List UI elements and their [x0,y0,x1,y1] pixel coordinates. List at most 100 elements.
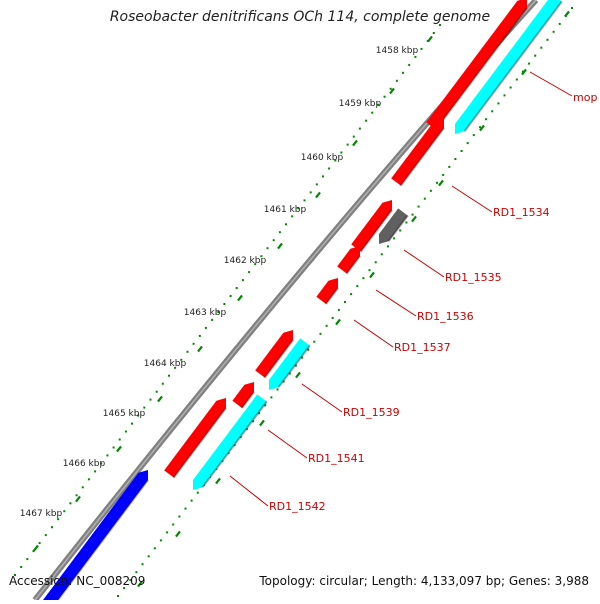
inner-tick-track-dot [117,595,119,597]
outer-tick-track-dot [211,318,214,321]
outer-tick-track-dot [44,534,47,537]
gene-rd1-1537-arrow-shade [325,287,339,305]
inner-tick-track-dot [245,428,248,431]
gene-rd1-1536-arrow [337,246,360,274]
leader-rd1-1536 [375,289,417,317]
outer-tick-track-dot [358,127,361,130]
gene-rd1-1535-arrow-shade [360,209,393,253]
gene-rd1-1537-arrow [316,278,338,304]
outer-tick-track-dot [131,422,133,425]
outer-tick-track-dot [161,382,164,385]
cds-rd1-1539-bar [269,338,310,390]
gene-reverse-blue-arrow-shade [53,479,149,604]
inner-major-tick [438,179,444,187]
inner-tick-track-dot [393,237,396,240]
gene-label-mop[interactable]: mop [573,91,597,104]
inner-major-tick [137,580,143,588]
inner-major-tick [175,530,181,538]
cds-rd1-1541-bar-shade [201,401,268,488]
outer-tick-track-dot [328,167,331,170]
gene-rd1-1541-arrow [164,398,226,478]
scale-label-1461: 1461 kbp [264,205,307,215]
outer-tick-track-dot [106,454,109,457]
outer-major-tick [389,87,395,95]
outer-tick-track-dot [346,143,349,146]
outer-tick-track-dot [402,71,404,74]
gene-label-rd1-1537[interactable]: RD1_1537 [394,341,451,354]
outer-major-tick [315,191,321,199]
inner-tick-track-dot [294,364,297,367]
gene-label-rd1-1536[interactable]: RD1_1536 [417,310,474,323]
gene-label-rd1-1535[interactable]: RD1_1535 [445,271,502,284]
outer-tick-track-dot [254,263,257,266]
inner-tick-track-dot [558,22,561,25]
inner-tick-track-dot [270,396,273,399]
outer-tick-track-dot [14,574,16,576]
scale-label-1462: 1462 kbp [224,256,267,266]
inner-tick-track-dot [491,110,494,113]
outer-tick-track-dot [278,231,281,234]
outer-tick-track-dot [334,159,337,162]
outer-tick-track-dot [248,271,251,274]
inner-major-tick [259,419,265,427]
outer-tick-track-dot [291,215,294,218]
inner-tick-track-dot [337,308,340,311]
outer-tick-track-dot [149,398,152,401]
map-title: Roseobacter denitrificans OCh 114, compl… [109,9,491,25]
scale-label-1464: 1464 kbp [144,359,187,369]
outer-tick-track-dot [57,518,60,521]
gene-label-rd1-1542[interactable]: RD1_1542 [269,500,326,513]
outer-tick-track-dot [87,478,90,481]
tick-marks [14,7,573,597]
inner-tick-track-dot [344,301,346,303]
outer-tick-track-dot [186,350,189,353]
outer-tick-track-dot [75,494,78,497]
gene-mop-arrow-shade [435,7,528,131]
outer-tick-track-dot [112,446,115,449]
gene-rd1-1534-arrow-shade [400,127,445,187]
outer-tick-track-dot [198,334,201,337]
gene-rd1-1534-arrow [391,118,444,186]
outer-tick-track-dot [297,207,300,210]
outer-tick-track-dot [26,558,29,561]
outer-tick-track-dot [272,239,275,242]
outer-tick-track-dot [371,111,374,114]
gene-mop-arrow [426,0,527,130]
inner-tick-track-dot [258,412,261,415]
outer-tick-track-dot [322,175,324,178]
scale-label-1466: 1466 kbp [63,459,106,469]
inner-tick-track-dot [374,261,377,264]
outer-tick-track-dot [315,183,318,186]
outer-tick-track-dot [32,550,35,553]
inner-major-tick [564,10,570,18]
outer-tick-track-dot [365,119,368,122]
inner-tick-track-dot [423,197,426,200]
leader-rd1-1541 [267,429,308,459]
outer-major-tick [33,544,39,552]
inner-tick-track-dot [571,7,573,9]
accession-text: Accession: NC_008209 [9,574,146,588]
outer-tick-track-dot [124,430,127,433]
gene-features [40,0,563,604]
outer-tick-track-dot [38,542,41,545]
inner-tick-track-dot [331,316,334,319]
inner-tick-track-dot [521,70,524,73]
inner-tick-track-dot [528,62,531,65]
inner-tick-track-dot [288,372,291,375]
inner-tick-track-dot [264,404,267,407]
gene-label-rd1-1541[interactable]: RD1_1541 [308,452,365,465]
outer-tick-track-dot [395,79,398,82]
genome-summary-text: Topology: circular; Length: 4,133,097 bp… [259,574,589,588]
gene-label-rd1-1539[interactable]: RD1_1539 [343,406,400,419]
gene-label-rd1-1534[interactable]: RD1_1534 [493,206,550,219]
scale-label-1458: 1458 kbp [376,46,419,56]
outer-tick-track-dot [309,191,312,194]
inner-major-tick [521,68,527,76]
inner-tick-track-dot [141,563,144,566]
outer-tick-track-dot [118,438,121,441]
inner-tick-track-dot [129,579,132,582]
gene-reverse-blue-arrow [40,470,148,604]
inner-tick-track-dot [472,134,475,137]
